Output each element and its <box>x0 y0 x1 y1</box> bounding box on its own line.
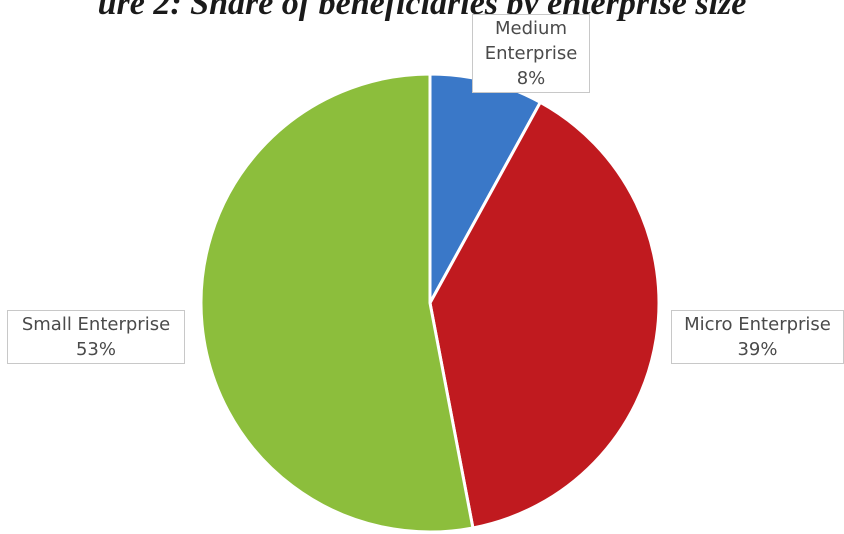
label-value: 39% <box>737 339 778 360</box>
data-label-micro-enterprise: Micro Enterprise 39% <box>671 310 844 364</box>
label-name-line-2: Enterprise <box>484 43 578 64</box>
pie-slice-small-enterprise <box>199 72 475 534</box>
label-value: 8% <box>516 68 546 89</box>
label-name: Micro Enterprise <box>684 314 831 335</box>
label-name-line-1: Medium <box>495 18 567 39</box>
data-label-medium-enterprise: Medium Enterprise 8% <box>472 14 590 93</box>
label-name: Small Enterprise <box>21 314 171 335</box>
label-value: 53% <box>75 339 116 360</box>
data-label-small-enterprise: Small Enterprise 53% <box>7 310 185 364</box>
pie-slice-micro-enterprise <box>428 100 661 530</box>
